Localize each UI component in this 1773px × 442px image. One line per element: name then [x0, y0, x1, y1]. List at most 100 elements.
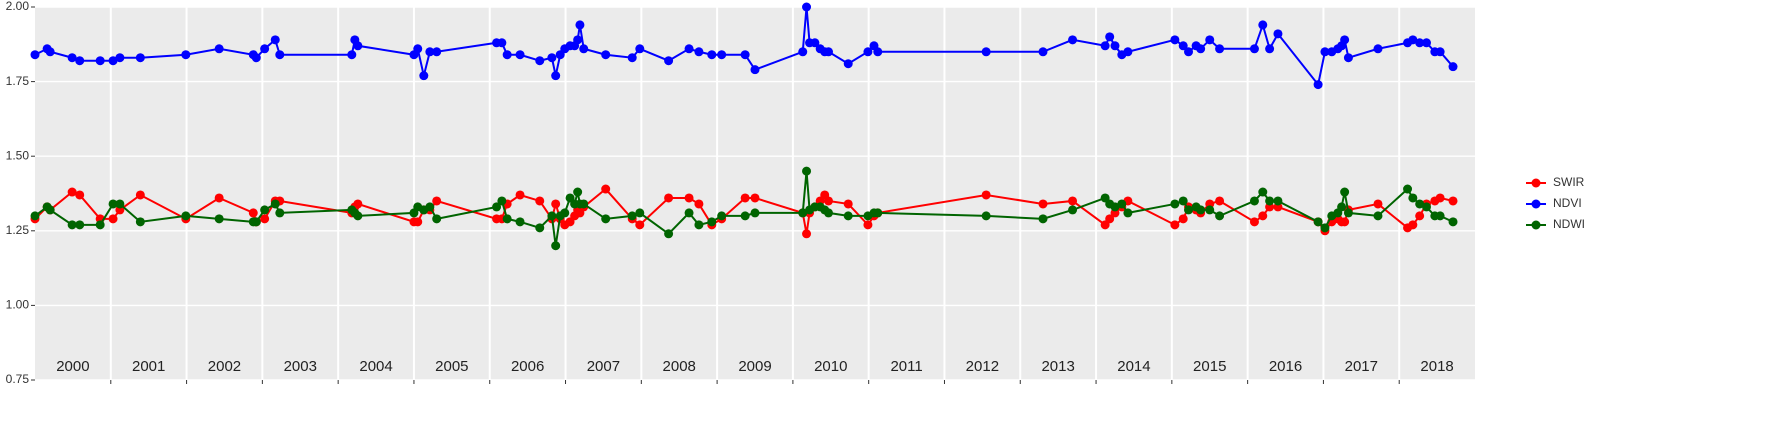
point: [1408, 220, 1418, 230]
point: [492, 202, 502, 212]
point: [502, 50, 512, 60]
point: [635, 208, 645, 218]
point: [1068, 196, 1078, 206]
point: [1273, 196, 1283, 206]
point: [717, 50, 727, 60]
point: [573, 35, 583, 45]
point: [635, 44, 645, 54]
point: [108, 199, 118, 209]
point: [547, 211, 557, 221]
point: [353, 211, 363, 221]
point: [1178, 214, 1188, 224]
point: [214, 44, 224, 54]
point: [1178, 41, 1188, 51]
year-label: 2003: [284, 358, 317, 375]
point: [707, 217, 717, 227]
point: [275, 208, 285, 218]
point: [1448, 62, 1458, 72]
point: [1038, 47, 1048, 57]
y-tick-label: 0.75: [6, 372, 30, 386]
point: [95, 56, 105, 66]
point: [135, 190, 145, 200]
point: [1117, 199, 1127, 209]
point: [1068, 35, 1078, 45]
point: [1123, 47, 1133, 57]
year-label: 2014: [1117, 358, 1150, 375]
point: [214, 193, 224, 203]
point: [551, 71, 561, 81]
year-label: 2015: [1193, 358, 1226, 375]
point: [260, 44, 270, 54]
point: [1343, 208, 1353, 218]
point: [579, 199, 589, 209]
point: [810, 38, 820, 48]
point: [694, 199, 704, 209]
point: [750, 193, 760, 203]
point: [260, 205, 270, 215]
point: [181, 50, 191, 60]
point: [1435, 193, 1445, 203]
point: [1215, 211, 1225, 221]
point: [601, 184, 611, 194]
point: [108, 214, 118, 224]
point: [432, 47, 442, 57]
point: [1258, 211, 1268, 221]
point: [740, 211, 750, 221]
point: [1215, 44, 1225, 54]
point: [575, 20, 585, 30]
point: [135, 53, 145, 63]
point: [67, 53, 77, 63]
point: [802, 166, 812, 176]
point: [1313, 217, 1323, 227]
point: [1337, 202, 1347, 212]
point: [1320, 47, 1330, 57]
y-tick-label: 2.00: [6, 0, 30, 13]
point: [873, 208, 883, 218]
point: [1313, 80, 1323, 90]
point: [740, 50, 750, 60]
point: [1258, 20, 1268, 30]
point: [270, 35, 280, 45]
point: [115, 53, 125, 63]
point: [425, 202, 435, 212]
point: [1105, 214, 1115, 224]
point: [1205, 205, 1215, 215]
point: [1068, 205, 1078, 215]
point: [694, 47, 704, 57]
point: [75, 56, 85, 66]
point: [251, 217, 261, 227]
point: [843, 59, 853, 69]
year-label: 2000: [56, 358, 89, 375]
point: [413, 44, 423, 54]
point: [181, 211, 191, 221]
point: [260, 214, 270, 224]
point: [1403, 184, 1413, 194]
point: [1265, 196, 1275, 206]
legend-label: NDWI: [1553, 217, 1585, 231]
point: [798, 47, 808, 57]
year-label: 2012: [966, 358, 999, 375]
y-tick-label: 1.75: [6, 74, 30, 88]
point: [1123, 208, 1133, 218]
y-tick-label: 1.00: [6, 298, 30, 312]
point: [1343, 53, 1353, 63]
point: [664, 56, 674, 66]
point: [1415, 211, 1425, 221]
point: [1170, 199, 1180, 209]
point: [497, 196, 507, 206]
point: [535, 196, 545, 206]
point: [579, 44, 589, 54]
point: [1435, 47, 1445, 57]
point: [535, 223, 545, 233]
point: [515, 217, 525, 227]
year-label: 2013: [1041, 358, 1074, 375]
point: [802, 2, 812, 12]
point: [1196, 44, 1206, 54]
point: [30, 50, 40, 60]
point: [1184, 47, 1194, 57]
point: [67, 220, 77, 230]
point: [1038, 199, 1048, 209]
point: [863, 220, 873, 230]
point: [248, 208, 258, 218]
year-label: 2017: [1345, 358, 1378, 375]
